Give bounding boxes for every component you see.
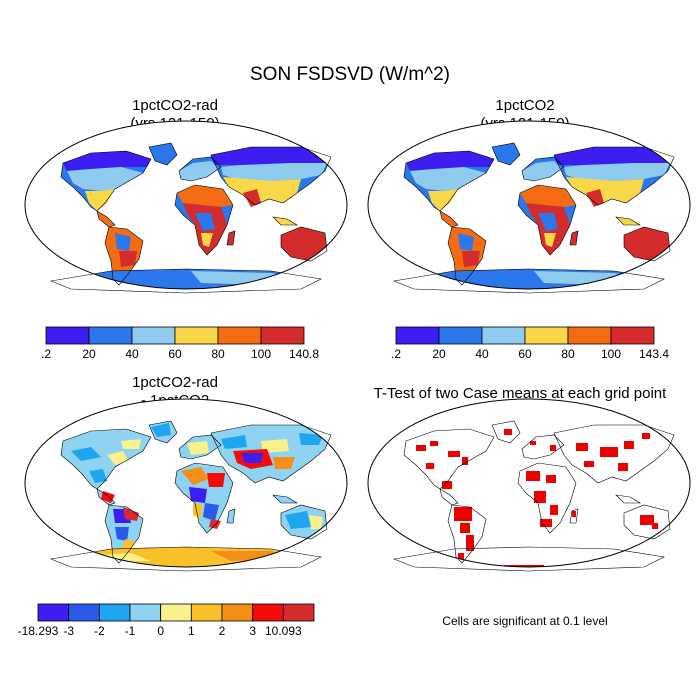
map-panel-bottom-left [24, 398, 348, 572]
colorbar-swatch [260, 326, 305, 345]
colorbar-label: -3 [63, 624, 74, 638]
map-panel-bottom-right [367, 398, 691, 572]
colorbar-swatch [252, 603, 284, 622]
colorbar-swatch [610, 326, 655, 345]
colorbar-top-right: .2 20 40 60 80 100 143.4 [391, 326, 669, 361]
panel-title-line1: 1pctCO2-rad [132, 374, 218, 391]
colorbar-label: 40 [475, 347, 489, 361]
colorbar-label: 60 [168, 347, 182, 361]
panel-title-line1: 1pctCO2-rad [132, 97, 218, 114]
colorbar-label: 10.093 [265, 624, 302, 638]
colorbar-label: .2 [41, 347, 51, 361]
colorbar-swatch [68, 603, 100, 622]
colorbar-swatch [282, 603, 315, 622]
colorbar-label: 0 [157, 624, 164, 638]
colorbar-swatch [481, 326, 526, 345]
significance-note: Cells are significant at 0.1 level [442, 614, 608, 628]
map-panel-top-left [24, 120, 348, 294]
colorbar-label: 143.4 [639, 347, 669, 361]
colorbar-swatch [88, 326, 133, 345]
colorbar-label: 1 [188, 624, 195, 638]
colorbar-label: 100 [251, 347, 271, 361]
colorbar-swatch [45, 326, 90, 345]
colorbar-label: 80 [211, 347, 225, 361]
colorbar-swatch [190, 603, 223, 622]
colorbar-bottom-left: -18.293 -3 -2 -1 0 1 2 3 10.093 [18, 603, 315, 638]
colorbar-label: -2 [94, 624, 105, 638]
panel-title-bottom-right: T-Test of two Case means at each grid po… [373, 385, 667, 402]
colorbar-label: -1 [125, 624, 136, 638]
colorbar-swatch [160, 603, 192, 622]
panel-title-line1: 1pctCO2 [495, 97, 555, 114]
figure-title: SON FSDSVD (W/m^2) [250, 64, 450, 85]
colorbar-label: 3 [249, 624, 256, 638]
colorbar-label: 20 [432, 347, 446, 361]
colorbar-swatch [129, 603, 162, 622]
colorbar-swatch [37, 603, 70, 622]
colorbar-swatch [98, 603, 131, 622]
colorbar-label: 20 [82, 347, 96, 361]
colorbar-swatch [131, 326, 176, 345]
colorbar-swatch [174, 326, 219, 345]
colorbar-swatch [567, 326, 612, 345]
colorbar-label: 80 [561, 347, 575, 361]
colorbar-label: 40 [125, 347, 139, 361]
colorbar-label: .2 [391, 347, 401, 361]
colorbar-swatch [221, 603, 254, 622]
colorbar-top-left: .2 20 40 60 80 100 140.8 [41, 326, 319, 361]
colorbar-swatch [438, 326, 483, 345]
colorbar-label: 100 [601, 347, 621, 361]
colorbar-label: 2 [219, 624, 226, 638]
colorbar-swatch [524, 326, 569, 345]
colorbar-label: 140.8 [289, 347, 319, 361]
colorbar-swatch [395, 326, 440, 345]
colorbar-label: -18.293 [18, 624, 59, 638]
map-panel-top-right [367, 120, 691, 294]
colorbar-label: 60 [518, 347, 532, 361]
colorbar-swatch [217, 326, 262, 345]
